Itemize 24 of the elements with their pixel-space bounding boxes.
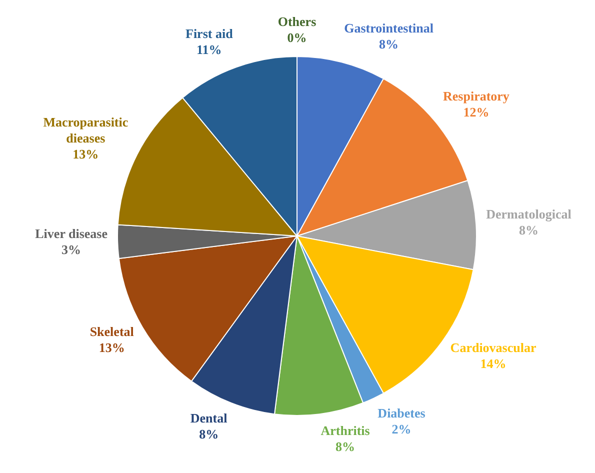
data-label: 13%: [98, 340, 125, 355]
data-label: 8%: [379, 36, 399, 52]
data-label: 11%: [196, 42, 222, 58]
slice-label: Skeletal: [90, 324, 134, 339]
data-label: 8%: [336, 439, 356, 454]
data-label: 8%: [199, 426, 219, 442]
slice-label: Dermatological: [486, 206, 572, 222]
data-label: 14%: [480, 356, 506, 372]
slice-label: First aid: [186, 26, 234, 42]
data-label: 8%: [518, 222, 538, 238]
category-label: Others: [278, 14, 316, 29]
slice-label: Gastrointestinal: [344, 20, 434, 36]
slice-label: Dental: [190, 410, 228, 426]
slice-label: Diabetes: [378, 405, 426, 420]
data-label: 2%: [392, 421, 412, 436]
data-label: 13%: [72, 146, 99, 162]
data-label: 12%: [463, 104, 490, 120]
data-label: 3%: [62, 242, 82, 257]
slice-label: Liver disease: [35, 226, 108, 241]
slice-label: Arthritis: [320, 423, 370, 438]
slice-label: Respiratory: [443, 88, 510, 104]
slice-label: Macroparasitic dieases: [43, 114, 128, 146]
slice-label: Cardiovascular: [450, 340, 536, 356]
text: 0%: [287, 30, 307, 45]
